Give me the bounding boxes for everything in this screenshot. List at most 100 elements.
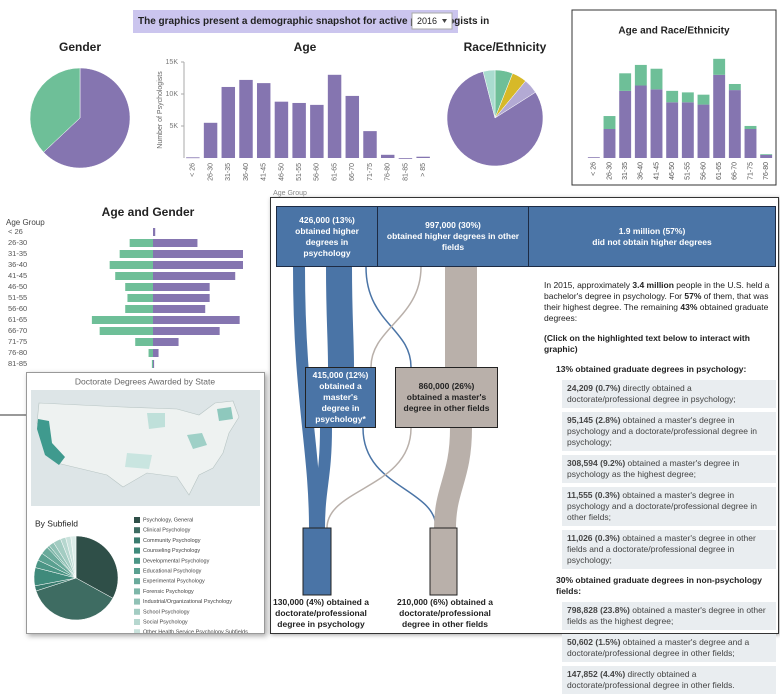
item-share[interactable]: (0.3%): [594, 533, 620, 543]
item-count[interactable]: 11,026: [567, 533, 593, 543]
bar: [153, 250, 243, 258]
legend-swatch: [134, 517, 140, 523]
item-count[interactable]: 308,594: [567, 458, 598, 468]
item-share[interactable]: (1.5%): [595, 637, 621, 647]
bar: [115, 272, 153, 280]
flow-box[interactable]: 415,000 (12%) obtained a master's degree …: [305, 367, 376, 428]
flow-item[interactable]: 95,145 (2.8%) obtained a master's degree…: [562, 412, 776, 451]
bar: [153, 261, 243, 269]
bar-segment: [697, 94, 710, 105]
flow-item[interactable]: 24,209 (0.7%) directly obtained a doctor…: [562, 380, 776, 408]
bar: [274, 101, 289, 158]
item-count[interactable]: 50,602: [567, 637, 593, 647]
x-tick-label: 61-65: [331, 163, 338, 181]
flow-box[interactable]: 997,000 (30%) obtained higher degrees in …: [377, 206, 529, 267]
x-tick-label: 26-30: [606, 162, 613, 180]
flow-box[interactable]: 426,000 (13%) obtained higher degrees in …: [276, 206, 378, 267]
item-count[interactable]: 95,145: [567, 415, 593, 425]
bar: [221, 86, 236, 158]
pie-slice: [35, 577, 114, 621]
legend-label: Other Health Service Psychology Subfield…: [143, 630, 248, 633]
y-tick-label: 26-30: [8, 238, 27, 247]
item-share[interactable]: (0.7%): [595, 383, 621, 393]
year-dropdown[interactable]: [411, 12, 453, 30]
bar: [153, 239, 198, 247]
item-text[interactable]: directly obtained a doctorate/profession…: [567, 383, 736, 404]
pie-slice: [446, 71, 544, 167]
item-share[interactable]: (2.8%): [595, 415, 621, 425]
flow-figure: 1.9 million (57%): [618, 225, 686, 236]
item-count[interactable]: 11,555: [567, 490, 593, 500]
item-count[interactable]: 798,828: [567, 605, 598, 615]
intro-text: obtained graduate degrees:: [544, 302, 769, 323]
y-tick-label: 5K: [169, 123, 178, 130]
item-text[interactable]: obtained a master's degree in psychology…: [567, 490, 757, 522]
bar: [153, 272, 236, 280]
flow-ribbons: [293, 266, 477, 596]
flow-item[interactable]: 11,026 (0.3%) obtained a master's degree…: [562, 530, 776, 569]
y-tick-label: 56-60: [8, 304, 27, 313]
flow-figure: 426,000 (13%): [299, 214, 355, 225]
flow-box[interactable]: 860,000 (26%) obtained a master's degree …: [395, 367, 498, 428]
year-value[interactable]: 2016: [417, 16, 437, 26]
bar-segment: [697, 104, 710, 158]
bar: [327, 74, 342, 158]
y-tick-label: 76-80: [8, 348, 27, 357]
flow-text: did not obtain higher degrees: [592, 236, 712, 247]
bar-segment: [650, 89, 663, 158]
instruction: (Click on the highlighted text below to …: [544, 333, 750, 354]
item-share[interactable]: (9.2%): [600, 458, 626, 468]
x-tick-label: 36-40: [638, 162, 645, 180]
bar-segment: [744, 129, 757, 158]
item-text[interactable]: obtained a master's degree in psychology…: [567, 458, 740, 479]
ribbon: [362, 427, 437, 529]
bar: [153, 349, 159, 357]
state: [37, 419, 65, 465]
dropdown-arrow[interactable]: [442, 19, 447, 23]
legend-swatch: [134, 557, 140, 564]
item-text[interactable]: obtained a master's degree in other fiel…: [567, 533, 756, 565]
y-tick-label: 15K: [166, 59, 179, 66]
item-share[interactable]: (4.4%): [600, 669, 626, 679]
item-share[interactable]: (23.8%): [600, 605, 630, 615]
bar: [91, 316, 153, 324]
y-axis-title: Age Group: [6, 218, 45, 227]
flow-item[interactable]: 147,852 (4.4%) directly obtained a docto…: [562, 666, 776, 694]
flow-item[interactable]: 50,602 (1.5%) obtained a master's degree…: [562, 634, 776, 662]
state: [125, 453, 152, 469]
item-count[interactable]: 147,852: [567, 669, 598, 679]
item-text[interactable]: obtained a master's degree in other fiel…: [567, 605, 766, 626]
item-text[interactable]: obtained a master's degree in psychology…: [567, 415, 757, 447]
item-share[interactable]: (0.3%): [594, 490, 620, 500]
state: [147, 413, 165, 429]
banner-text: The graphics present a demographic snaps…: [138, 16, 489, 27]
bar-segment: [760, 154, 773, 155]
flow-node: [429, 527, 458, 596]
flow-item[interactable]: 11,555 (0.3%) obtained a master's degree…: [562, 487, 776, 526]
legend-label: Psychology, General: [143, 517, 193, 523]
y-tick-label: 71-75: [8, 337, 27, 346]
flow-text: obtained a master's degree in psychology…: [315, 381, 366, 424]
bar: [345, 95, 360, 158]
state: [187, 433, 207, 449]
legend-swatch: [134, 629, 140, 633]
group-share: 30%: [556, 575, 574, 585]
x-tick-label: 56-60: [314, 163, 321, 181]
bar: [135, 338, 153, 346]
legend-label: Developmental Psychology: [143, 558, 210, 564]
flow-box[interactable]: 1.9 million (57%) did not obtain higher d…: [528, 206, 776, 267]
item-text[interactable]: obtained a master's degree and a doctora…: [567, 637, 750, 658]
bar: [153, 228, 156, 236]
legend-swatch: [134, 527, 140, 534]
bar-segment: [619, 73, 632, 91]
flow-item[interactable]: 798,828 (23.8%) obtained a master's degr…: [562, 602, 776, 630]
bar: [127, 294, 153, 302]
bar: [153, 360, 155, 368]
x-tick-label: 71-75: [747, 162, 754, 180]
chart-title: Age and Race/Ethnicity: [618, 26, 730, 37]
bar-segment: [634, 85, 647, 158]
x-axis-title: Age Group: [273, 190, 307, 197]
x-tick-label: 56-60: [700, 162, 707, 180]
item-count[interactable]: 24,209: [567, 383, 593, 393]
flow-item[interactable]: 308,594 (9.2%) obtained a master's degre…: [562, 455, 776, 483]
